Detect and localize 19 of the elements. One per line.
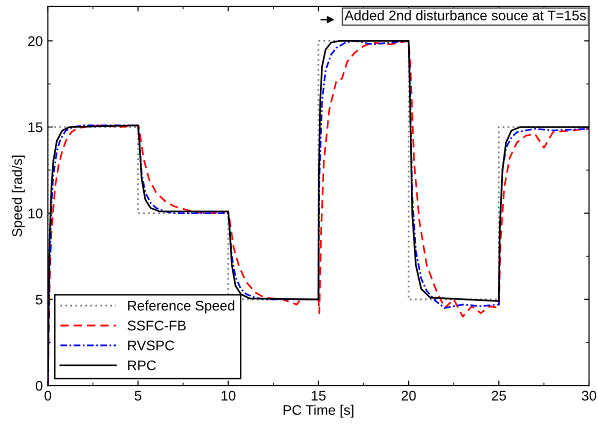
y-tick-label: 10 <box>28 208 42 218</box>
x-tick-label: 25 <box>492 390 506 401</box>
x-tick-label: 30 <box>582 390 596 401</box>
y-tick-label: 5 <box>36 294 42 305</box>
x-tick-label: 20 <box>402 390 416 401</box>
x-tick-label: 10 <box>222 390 236 401</box>
x-tick-label: 15 <box>312 390 326 401</box>
y-tick-label: 20 <box>28 36 42 46</box>
y-tick-label: 0 <box>36 380 42 391</box>
x-axis-title: PC Time [s] <box>284 404 354 418</box>
annotation: Added 2nd disturbance souce at T=15s <box>344 10 586 20</box>
legend-label: Reference Speed <box>128 300 234 314</box>
y-axis-title: Speed [rad/s] <box>12 156 25 237</box>
legend-label: SSFC-FB <box>128 320 186 330</box>
legend-label: RVSPC <box>128 340 174 350</box>
x-tick-label: 0 <box>44 390 52 401</box>
x-tick-label: 5 <box>134 390 142 401</box>
y-tick-label: 15 <box>28 122 42 132</box>
legend-label: RPC <box>128 360 156 370</box>
